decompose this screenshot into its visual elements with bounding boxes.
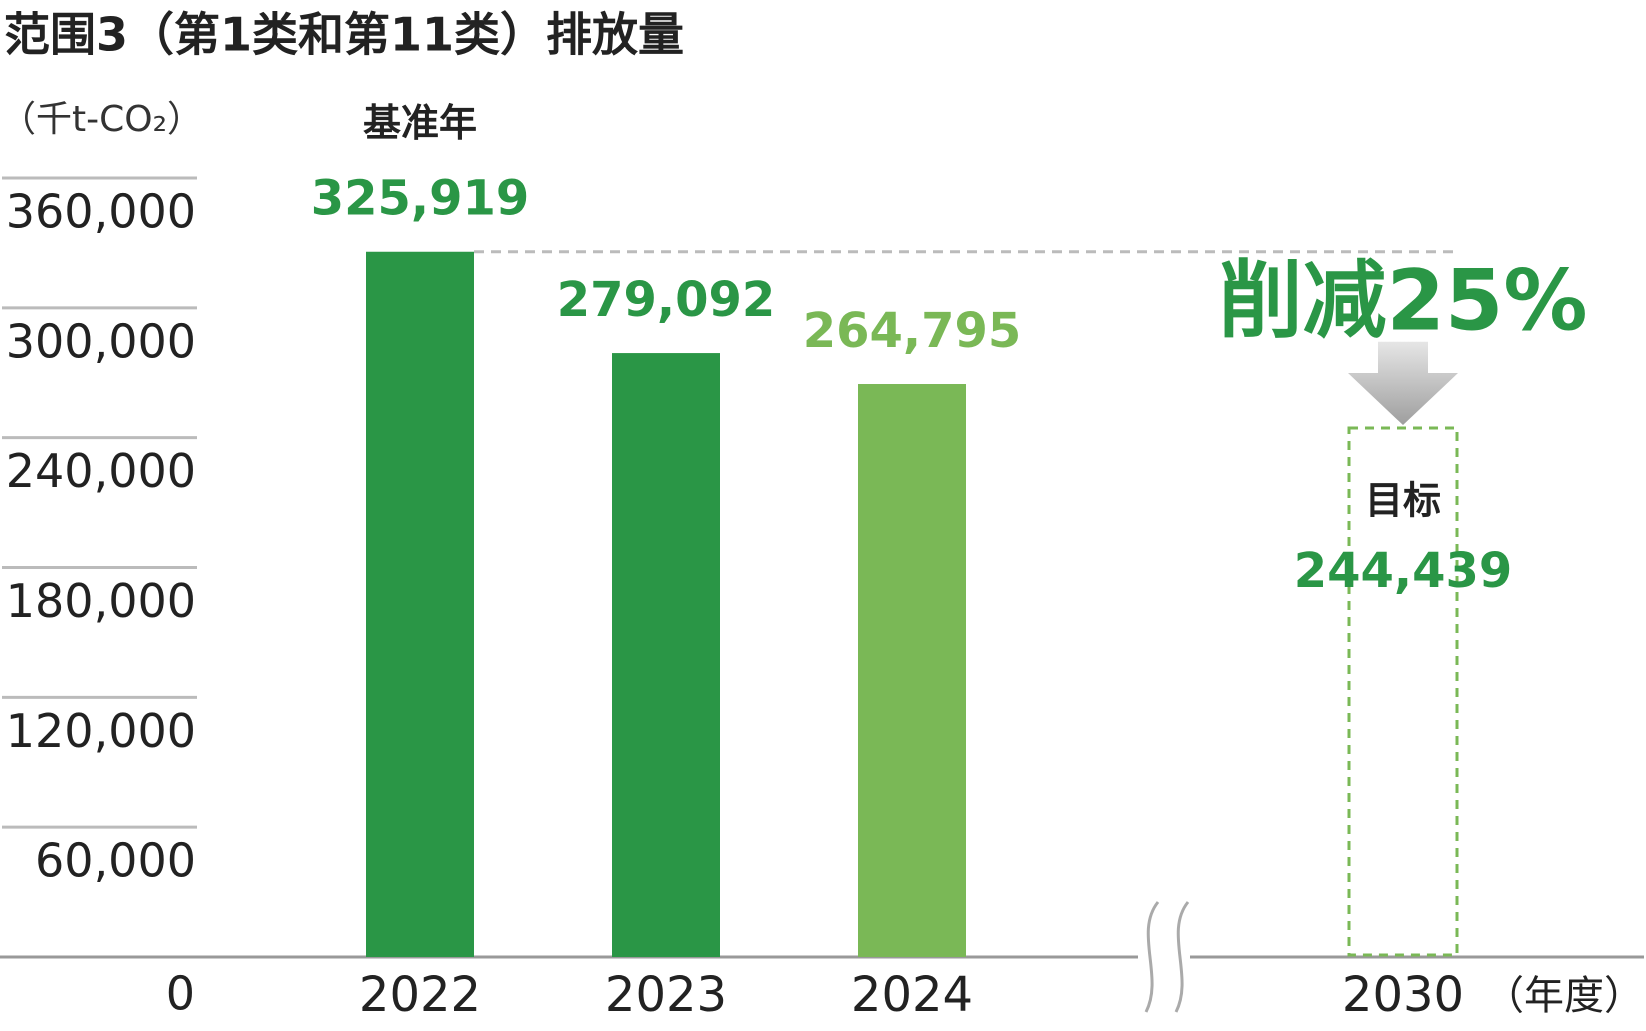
y-tick-label: 360,000 bbox=[6, 185, 196, 239]
y-tick-label: 300,000 bbox=[6, 314, 196, 368]
axis-break-mark bbox=[1144, 901, 1160, 1013]
reduction-arrow bbox=[1348, 341, 1458, 426]
x-tick-label: 2023 bbox=[605, 967, 727, 1023]
axis-break-mark bbox=[1174, 901, 1190, 1013]
y-tick-label: 60,000 bbox=[35, 834, 196, 888]
value-label: 279,092 bbox=[557, 272, 776, 328]
target-label: 目标 bbox=[1365, 479, 1441, 523]
value-label: 264,795 bbox=[803, 303, 1022, 359]
y-tick-label: 120,000 bbox=[6, 704, 196, 758]
value-label: 244,439 bbox=[1294, 543, 1513, 599]
y-tick-label: 180,000 bbox=[6, 574, 196, 628]
x-tick-label: 2022 bbox=[359, 967, 481, 1023]
bar bbox=[858, 384, 966, 957]
y-tick-label: 240,000 bbox=[6, 444, 196, 498]
x-axis-label: （年度） bbox=[1484, 973, 1644, 1019]
x-tick-label: 2030 bbox=[1342, 967, 1464, 1023]
reduction-label: 削减25% bbox=[1218, 252, 1587, 350]
x-tick-label: 2024 bbox=[851, 967, 973, 1023]
bar bbox=[612, 353, 720, 957]
y-tick-label: 0 bbox=[166, 967, 195, 1021]
target-bar bbox=[1347, 426, 1459, 957]
value-label: 325,919 bbox=[311, 171, 530, 227]
y-axis-label: （千t-CO₂） bbox=[0, 99, 203, 140]
bar bbox=[366, 251, 474, 957]
chart-title: 范围3（第1类和第11类）排放量 bbox=[4, 8, 684, 62]
base-year-label: 基准年 bbox=[363, 101, 477, 145]
